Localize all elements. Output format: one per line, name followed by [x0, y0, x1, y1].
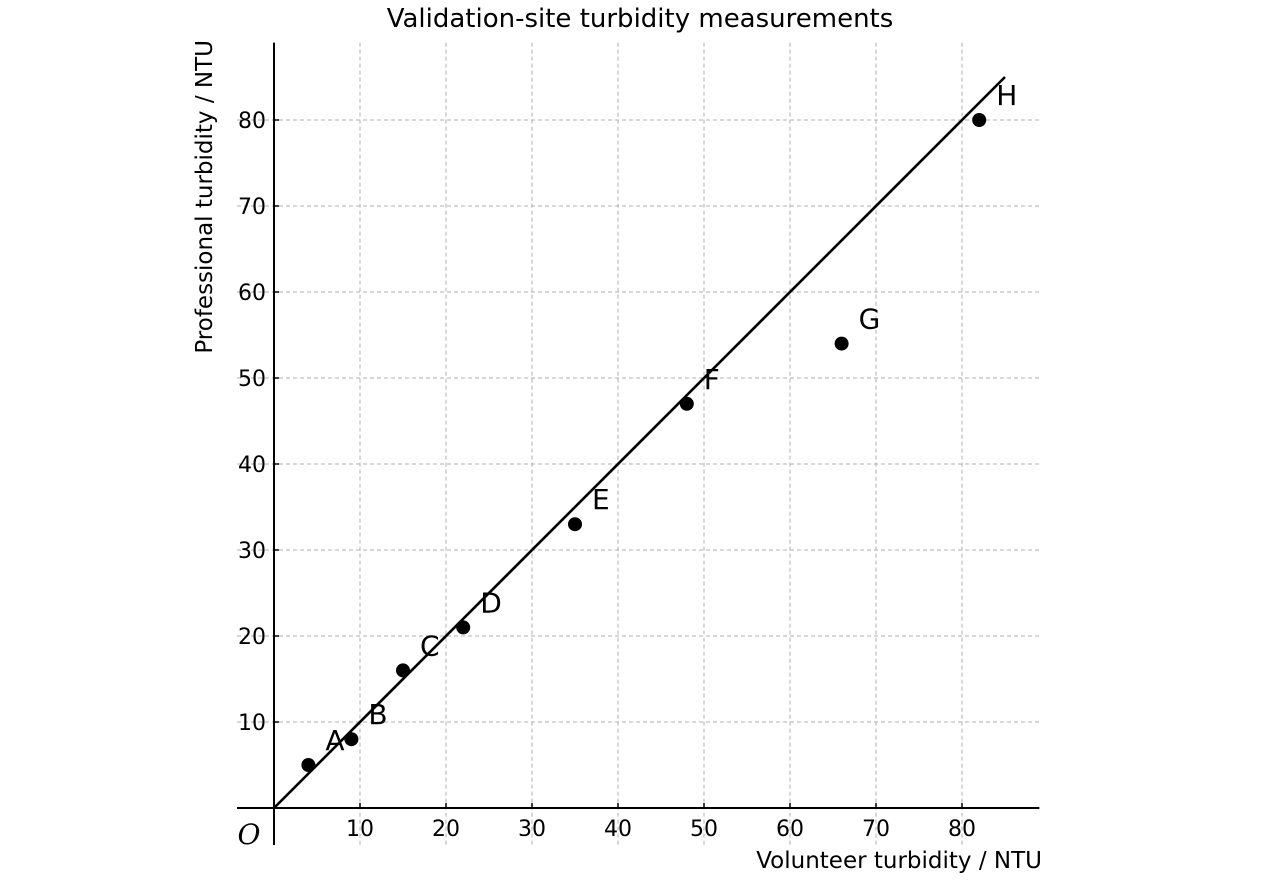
y-tick-label: 50	[238, 367, 266, 392]
y-tick-label: 80	[238, 109, 266, 134]
data-point-a	[301, 758, 316, 772]
origin-label: O	[238, 818, 261, 851]
data-points	[301, 113, 987, 772]
x-tick-label: 70	[862, 817, 890, 842]
tick-labels: 10 20 30 40 50 60 70 80 10 20 30 40 50 60 70 80	[238, 109, 976, 842]
point-labels: AB C D E F G H	[325, 79, 1017, 757]
data-point-e	[568, 517, 582, 532]
grid-lines	[237, 42, 1040, 845]
point-label-a: A	[325, 724, 344, 757]
y-tick-label: 10	[238, 711, 266, 736]
y-axis-title: Professional turbidity / NTU	[192, 40, 218, 354]
chart-title: Validation-site turbidity measurements	[387, 4, 894, 34]
point-label-c: C	[420, 629, 440, 662]
x-tick-label: 60	[776, 817, 804, 842]
reference-line-layer	[273, 76, 1006, 809]
point-label-e: E	[592, 483, 610, 516]
y-tick-label: 40	[238, 453, 266, 478]
y-tick-label: 60	[238, 281, 266, 306]
y-tick-label: 20	[238, 625, 266, 650]
point-label-g: G	[859, 303, 881, 336]
data-point-f	[679, 396, 694, 411]
y-tick-label: 70	[238, 195, 266, 220]
x-tick-label: 40	[604, 817, 632, 842]
data-point-d	[456, 620, 471, 635]
data-point-c	[396, 663, 410, 678]
data-point-h	[972, 113, 987, 127]
x-axis-title: Volunteer turbidity / NTU	[756, 848, 1042, 874]
reference-line	[273, 76, 1006, 809]
point-label-h: H	[996, 79, 1017, 112]
x-tick-label: 80	[948, 817, 976, 842]
x-tick-label: 10	[346, 817, 374, 842]
point-label-f: F	[704, 363, 720, 396]
data-point-b	[344, 732, 359, 747]
data-point-g	[834, 336, 849, 351]
point-label-d: D	[480, 586, 502, 619]
x-tick-label: 50	[690, 817, 718, 842]
axes	[237, 42, 1040, 845]
x-tick-label: 30	[518, 817, 546, 842]
x-tick-label: 20	[432, 817, 460, 842]
point-label-b: B	[368, 698, 387, 731]
y-tick-label: 30	[238, 539, 266, 564]
